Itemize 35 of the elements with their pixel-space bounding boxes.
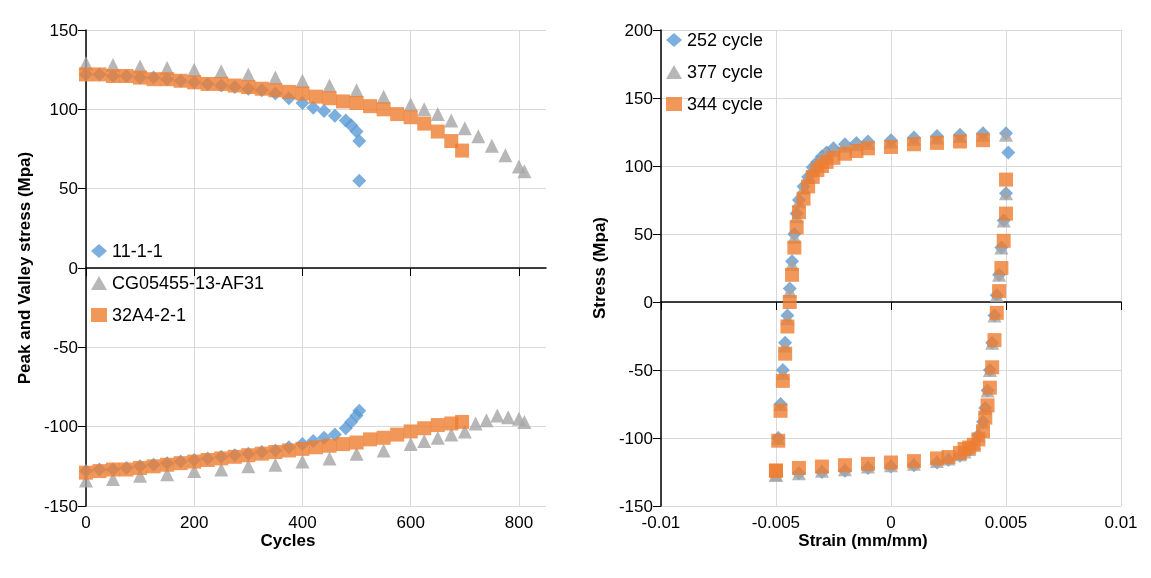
y-tick-label: 50	[634, 224, 653, 244]
legend-label: 344 cycle	[687, 94, 764, 114]
y-tick-label: -100	[43, 417, 78, 437]
y-axis-title: Stress (Mpa)	[590, 216, 609, 320]
x-tick-label: 600	[396, 513, 425, 532]
x-tick-label: 200	[179, 513, 209, 532]
x-tick-label: -0.005	[751, 513, 801, 532]
y-tick-label: 200	[624, 20, 653, 40]
x-tick-label: 800	[504, 513, 534, 532]
y-tick-label: -150	[618, 496, 653, 516]
y-axis-title: Peak and Valley stress (Mpa)	[15, 151, 34, 385]
legend-label: 252 cycle	[687, 30, 764, 50]
x-tick-label: 400	[288, 513, 317, 532]
y-tick-label: 150	[624, 88, 653, 108]
x-tick-label: 0	[81, 513, 91, 532]
y-tick-label: 0	[68, 258, 78, 278]
y-tick-label: 100	[49, 99, 78, 119]
y-tick-label: -150	[43, 496, 78, 516]
y-tick-label: -50	[628, 360, 653, 380]
legend-label: CG05455-13-AF31	[112, 273, 265, 293]
y-tick-label: 0	[643, 292, 653, 312]
y-tick-label: -50	[53, 337, 78, 357]
x-axis-title: Cycles	[260, 531, 316, 550]
y-tick-label: 150	[49, 20, 78, 40]
y-tick-label: -100	[618, 428, 653, 448]
y-tick-label: 100	[624, 156, 653, 176]
legend-label: 377 cycle	[687, 62, 764, 82]
x-axis-title: Strain (mm/mm)	[798, 531, 928, 550]
y-tick-label: 50	[59, 179, 78, 199]
x-tick-label: 0.005	[984, 513, 1028, 532]
x-tick-label: 0	[886, 513, 896, 532]
x-tick-label: 0.01	[1104, 513, 1138, 532]
legend-label: 32A4-2-1	[112, 305, 187, 325]
legend-label: 11-1-1	[112, 241, 163, 261]
x-tick-label: -0.01	[641, 513, 681, 532]
